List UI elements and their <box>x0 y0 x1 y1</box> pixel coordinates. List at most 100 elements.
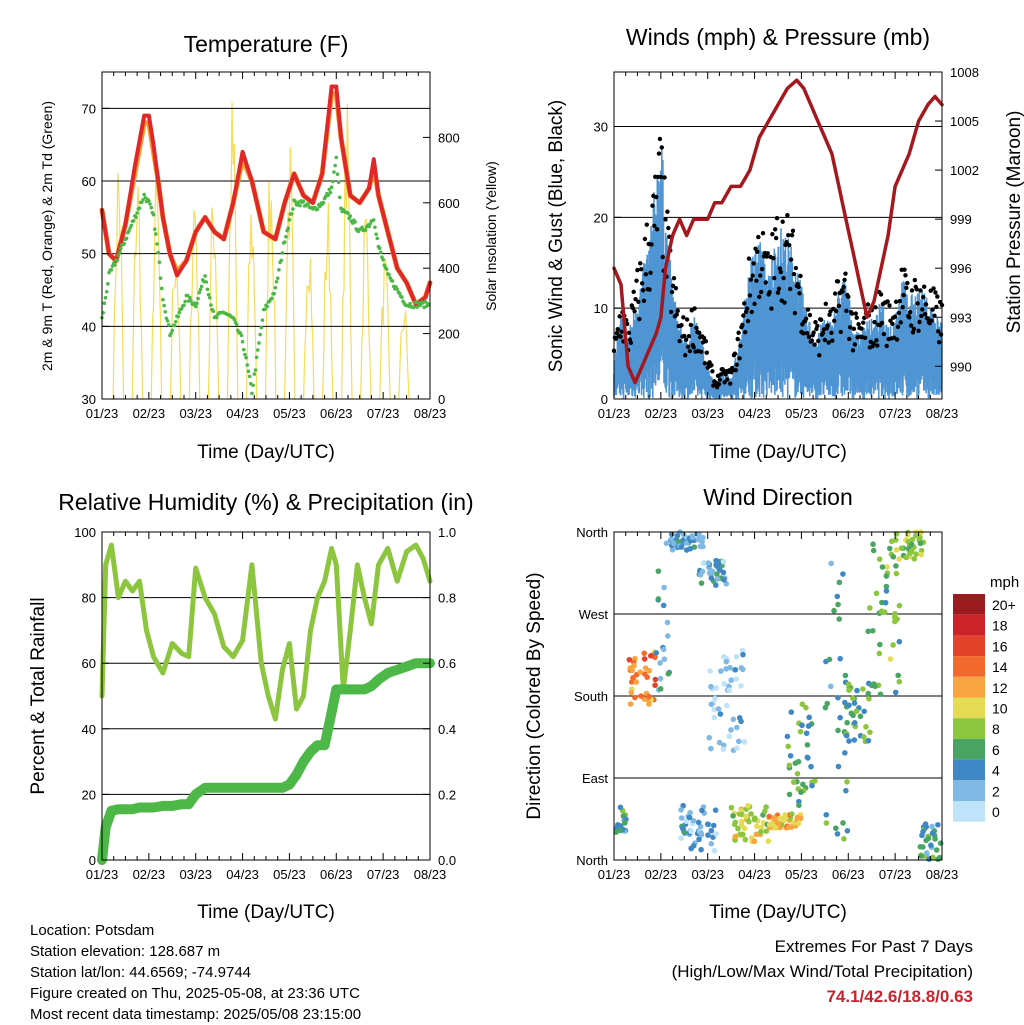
y2-tick-label: 400 <box>438 261 460 276</box>
direction-point <box>711 714 718 721</box>
direction-point <box>809 782 815 789</box>
gust-point <box>923 302 929 307</box>
dewpoint-point <box>182 303 186 308</box>
gust-point <box>887 303 892 308</box>
direction-point <box>674 532 681 539</box>
dewpoint-point <box>360 225 364 230</box>
dewpoint-point <box>270 296 274 301</box>
gust-point <box>914 287 919 292</box>
direction-point <box>629 667 636 674</box>
gust-point <box>792 310 798 316</box>
direction-point <box>853 708 860 715</box>
gust-point <box>935 294 940 299</box>
legend-swatch <box>953 697 985 719</box>
direction-point <box>652 682 658 689</box>
direction-point <box>908 548 915 554</box>
direction-point <box>751 815 758 821</box>
dewpoint-point <box>251 383 255 388</box>
direction-point <box>851 720 858 726</box>
gust-point <box>745 318 751 324</box>
dewpoint-point <box>400 295 404 300</box>
dewpoint-point <box>151 212 156 217</box>
dewpoint-point <box>381 257 385 262</box>
direction-point <box>886 545 893 552</box>
direction-point <box>936 854 943 861</box>
dewpoint-point <box>243 352 247 357</box>
direction-point <box>790 779 797 785</box>
direction-point <box>926 856 932 862</box>
direction-point <box>887 656 894 662</box>
direction-point <box>877 641 883 648</box>
gust-point <box>921 294 926 300</box>
direction-point <box>792 760 799 767</box>
dewpoint-point <box>353 220 357 224</box>
direction-point <box>638 693 644 699</box>
direction-point <box>706 570 713 576</box>
direction-point <box>913 551 919 557</box>
y2-tick-label: 1008 <box>950 65 979 80</box>
dewpoint-point <box>367 224 371 229</box>
direction-point <box>860 686 866 692</box>
direction-point <box>626 656 633 663</box>
direction-point <box>937 840 944 847</box>
dewpoint-point <box>232 317 237 322</box>
gust-point <box>829 330 834 335</box>
x-tick-label: 03/23 <box>179 867 212 882</box>
direction-point <box>846 738 852 744</box>
x-tick-label: 05/23 <box>273 867 306 882</box>
humidity-axes: 01/23 02/23 03/23 04/23 05/23 06/23 07/23 08/23… <box>74 525 456 882</box>
dewpoint-point <box>246 369 251 374</box>
direction-point <box>928 842 934 849</box>
dewpoint-point <box>289 211 294 216</box>
direction-point <box>851 700 858 706</box>
y-tick-label: 40 <box>82 319 96 334</box>
gust-point <box>770 232 775 237</box>
y2-tick-label: 0.4 <box>438 722 456 737</box>
dewpoint-point <box>273 285 278 290</box>
direction-point <box>873 590 880 597</box>
direction-point <box>844 828 851 834</box>
dewpoint-point <box>159 286 164 291</box>
direction-point <box>867 729 873 736</box>
direction-point <box>882 599 889 606</box>
dewpoint-point <box>147 199 151 203</box>
direction-point <box>831 607 837 614</box>
direction-point <box>646 701 652 707</box>
direction-point <box>771 814 778 821</box>
dewpoint-point <box>332 170 336 174</box>
direction-point <box>720 653 727 660</box>
direction-point <box>724 702 730 709</box>
gust-point <box>872 319 877 325</box>
direction-point <box>733 676 740 682</box>
direction-point <box>660 646 667 653</box>
direction-point <box>741 739 748 745</box>
gust-point <box>691 345 696 350</box>
x-tick-label: 02/23 <box>645 867 678 882</box>
direction-point <box>789 811 795 817</box>
x-tick-label: 01/23 <box>598 867 631 882</box>
gust-point <box>931 286 936 291</box>
y-tick-label: 0 <box>89 853 96 868</box>
direction-point <box>652 676 659 683</box>
direction-point <box>675 538 682 545</box>
direction-point <box>669 531 675 538</box>
direction-point <box>739 647 746 654</box>
x-tick-label: 08/23 <box>926 867 959 882</box>
gust-point <box>630 305 635 311</box>
gust-point <box>681 315 686 320</box>
solar-insolation-day <box>398 310 410 400</box>
direction-point <box>686 814 693 821</box>
dewpoint-point <box>204 280 209 284</box>
dewpoint-point <box>397 291 402 296</box>
gust-point <box>701 335 707 341</box>
wind-direction-points <box>613 529 944 863</box>
gust-point <box>644 222 649 227</box>
gust-point <box>613 336 619 341</box>
gust-point <box>643 272 649 277</box>
y2-tick-label: 999 <box>950 212 972 227</box>
dewpoint-point <box>157 260 162 265</box>
direction-point <box>696 836 702 843</box>
dewpoint-point <box>375 236 380 241</box>
dewpoint-point <box>203 274 207 278</box>
